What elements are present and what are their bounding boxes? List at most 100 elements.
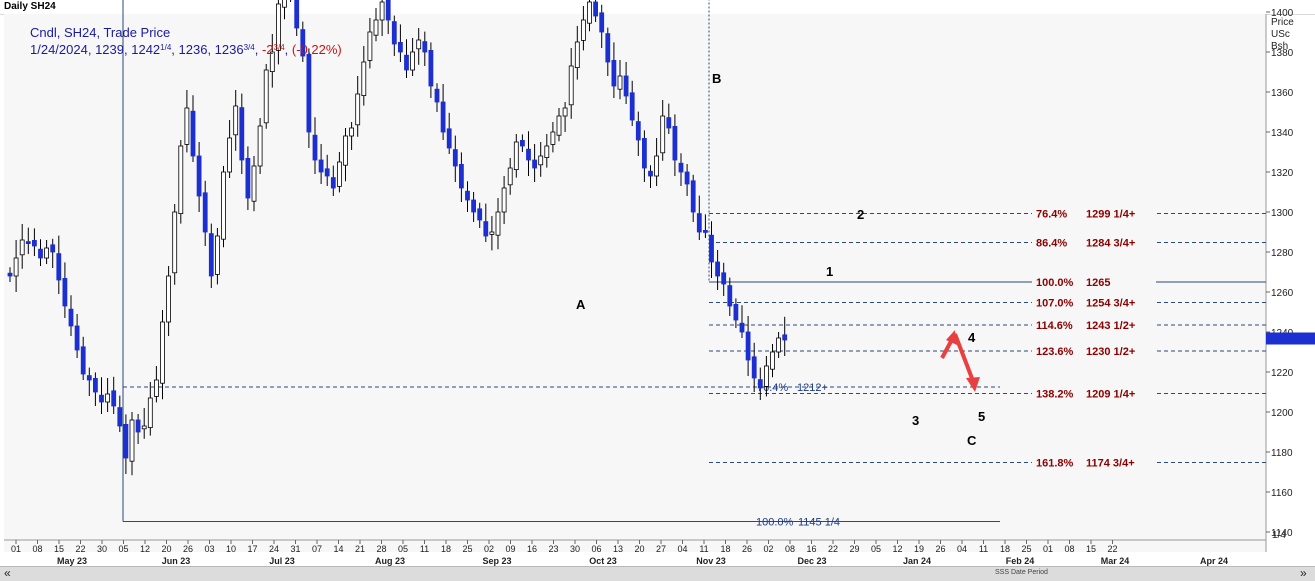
header-open: 1239 — [95, 42, 124, 57]
current-price-marker — [1266, 332, 1315, 345]
candle-up — [379, 1, 385, 21]
date-tick-label: 18 — [720, 544, 730, 554]
date-tick-label: 16 — [527, 544, 537, 554]
candle-up — [776, 337, 781, 353]
candle-up — [550, 131, 556, 145]
wave-label: 2 — [857, 207, 864, 222]
candles-layer — [7, 0, 788, 476]
candle-down — [397, 42, 403, 53]
header-ohlc-line: 1/24/2024, 1239, 12421/4, 1236, 12363/4,… — [30, 42, 342, 57]
wave-label: B — [712, 71, 721, 86]
header-change-frac: 3/4 — [274, 43, 286, 52]
month-label: Jul 23 — [269, 556, 295, 566]
candle-down — [520, 139, 525, 147]
candle-down — [300, 29, 306, 57]
month-label: Aug 23 — [375, 556, 405, 566]
fib-right-pct: 161.8% — [1036, 458, 1074, 470]
month-label: Dec 23 — [797, 556, 826, 566]
candle-down — [32, 239, 37, 247]
date-tick-label: 30 — [97, 544, 107, 554]
candle-up — [178, 145, 184, 214]
date-tick-label: 18 — [441, 544, 451, 554]
candle-down — [294, 0, 300, 29]
fib-right-value: 1174 3/4+ — [1086, 458, 1135, 470]
date-tick-label: 22 — [1107, 544, 1117, 554]
candle-down — [666, 117, 672, 129]
wave-label: 1 — [826, 264, 833, 279]
date-tick-label: 15 — [1086, 544, 1096, 554]
header-high-frac: 1/4 — [160, 43, 172, 52]
candle-up — [269, 51, 275, 73]
date-tick-label: 03 — [204, 544, 214, 554]
candle-up — [495, 211, 501, 236]
month-label: May 23 — [57, 556, 87, 566]
candle-up — [355, 93, 361, 126]
fib-right-pct: 114.6% — [1036, 320, 1073, 332]
candle-down — [68, 308, 74, 327]
fib-left-value: 1145 1/4 — [798, 517, 840, 529]
fib-right-pct: 107.0% — [1036, 298, 1074, 310]
candle-up — [227, 137, 233, 173]
scroll-right-button[interactable]: » — [1300, 566, 1307, 580]
scroll-left-button[interactable]: « — [4, 566, 11, 580]
candle-down — [428, 50, 434, 87]
candle-down — [196, 155, 202, 197]
wave-label: C — [967, 433, 977, 448]
date-tick-label: 17 — [247, 544, 257, 554]
date-tick-label: 13 — [613, 544, 623, 554]
date-tick-label: 08 — [785, 544, 795, 554]
candle-down — [751, 356, 757, 379]
date-tick-label: 22 — [828, 544, 838, 554]
candle-up — [349, 127, 355, 137]
date-tick-label: 25 — [1021, 544, 1031, 554]
header-low: 1236 — [179, 42, 208, 57]
candle-up — [373, 19, 379, 36]
date-tick-label: 08 — [1064, 544, 1074, 554]
candle-down — [56, 253, 62, 281]
candle-down — [471, 199, 477, 213]
month-label: Jun 23 — [162, 556, 191, 566]
price-tick-label: 1400 — [1271, 8, 1294, 19]
candle-down — [208, 233, 214, 277]
candle-down — [446, 128, 452, 149]
date-tick-label: 24 — [269, 544, 279, 554]
date-tick-label: 02 — [484, 544, 494, 554]
candle-down — [739, 322, 745, 333]
candle-up — [336, 161, 342, 187]
time-axis: 01 08 15 22 30 05 12 20 26 03 10 17 24 31 07 14 21 28 05 11… — [11, 540, 1228, 566]
candle-up — [172, 211, 178, 274]
date-tick-label: 08 — [32, 544, 42, 554]
candle-down — [50, 244, 56, 253]
price-tick-label: 1320 — [1271, 168, 1294, 179]
candle-up — [361, 61, 367, 96]
bottom-scroll-bar[interactable]: « SSS Date Period » — [0, 566, 1315, 581]
candle-down — [245, 157, 251, 199]
candle-down — [7, 272, 13, 277]
candle-down — [727, 285, 733, 307]
date-tick-label: 29 — [849, 544, 859, 554]
candle-up — [282, 0, 287, 8]
candle-down — [721, 272, 727, 285]
price-tick-label: 1280 — [1271, 248, 1294, 259]
fibonacci-layer: 0.0%1428 1/476.4%1212+100.0%1145 1/40.0%… — [122, 0, 1266, 529]
candle-down — [434, 88, 440, 103]
candle-down — [532, 159, 537, 169]
date-tick-label: 04 — [957, 544, 967, 554]
price-axis-title-unit: Bsh — [1271, 41, 1288, 52]
wave-labels-layer: A B 1 2 3 4 5C — [576, 71, 985, 448]
date-tick-label: 25 — [462, 544, 472, 554]
date-tick-label: 02 — [763, 544, 773, 554]
date-tick-label: 07 — [312, 544, 322, 554]
date-tick-label: 15 — [54, 544, 64, 554]
fib-right-value: 1254 3/4+ — [1086, 298, 1135, 310]
fib-right-label-bg — [1032, 276, 1156, 288]
price-tick-label: 1300 — [1271, 208, 1294, 219]
candle-down — [635, 121, 641, 141]
month-label: Sep 23 — [482, 556, 511, 566]
date-tick-label: 11 — [979, 544, 988, 554]
candle-down — [703, 229, 708, 233]
fib-right-value: 1243 1/2+ — [1086, 320, 1135, 332]
candle-up — [660, 115, 666, 154]
candle-up — [160, 321, 165, 384]
